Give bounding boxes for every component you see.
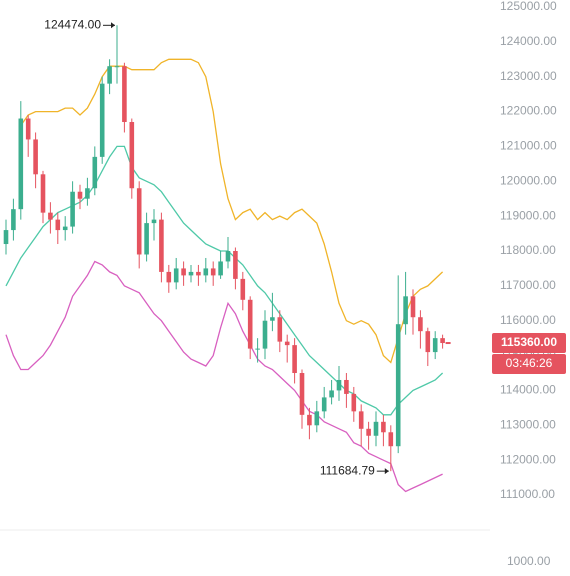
candle-body xyxy=(55,219,61,231)
band-line xyxy=(20,58,444,364)
countdown-tag xyxy=(492,354,566,375)
y-tick-label: 122000.00 xyxy=(500,104,557,118)
candle-body xyxy=(99,83,105,157)
candle-body xyxy=(107,66,112,84)
candle-body xyxy=(218,261,223,276)
candle-body xyxy=(48,212,53,220)
y-tick-label: 125000.00 xyxy=(500,0,557,13)
candle-body xyxy=(18,118,24,210)
y-tick-label: 114000.00 xyxy=(500,383,556,397)
y-tick-label: 123000.00 xyxy=(500,69,557,83)
candle-body xyxy=(85,188,90,199)
candle-body xyxy=(40,174,46,213)
candle-body xyxy=(233,250,238,279)
annotation-arrowhead xyxy=(384,468,389,475)
y-tick-label: 112000.00 xyxy=(500,452,556,466)
candle-body xyxy=(173,268,179,283)
y-tick-label: 113000.00 xyxy=(500,417,556,431)
candle-body xyxy=(314,411,320,426)
y-tick-label: 119000.00 xyxy=(500,208,556,222)
price-tag xyxy=(492,333,566,354)
candle-body xyxy=(144,223,149,255)
candle-body xyxy=(25,118,31,140)
candle-body xyxy=(418,317,423,332)
countdown-label: 03:46:26 xyxy=(506,356,553,370)
candle-body xyxy=(425,331,431,353)
volume-tick-label: 1000.00 xyxy=(507,554,551,568)
candle-body xyxy=(381,421,386,433)
candle-body xyxy=(440,338,445,344)
candle-body xyxy=(210,268,216,276)
candle-body xyxy=(410,296,416,318)
candle-body xyxy=(373,421,379,436)
candle-body xyxy=(329,390,334,398)
y-tick-label: 121000.00 xyxy=(500,139,557,153)
y-tick-label: 111000.00 xyxy=(500,487,555,501)
candle-body xyxy=(240,278,246,300)
candle-body xyxy=(114,66,120,68)
candle-body xyxy=(247,299,253,349)
candle-body xyxy=(188,271,194,276)
candle-body xyxy=(70,191,75,227)
candle-body xyxy=(336,379,342,391)
candle-body xyxy=(358,411,364,429)
candle-body xyxy=(122,66,127,123)
candle-body xyxy=(166,271,172,283)
candle-body xyxy=(321,397,327,412)
candle-body xyxy=(292,345,297,374)
candle-body xyxy=(388,432,394,447)
candle-body xyxy=(299,373,305,415)
candle-body xyxy=(344,379,349,394)
candle-body xyxy=(129,122,135,189)
candle-body xyxy=(33,139,38,175)
annotation-arrowhead xyxy=(111,22,115,29)
candle-body xyxy=(203,268,209,276)
candle-body xyxy=(62,226,68,231)
band-line xyxy=(5,260,443,493)
candle-body xyxy=(159,219,164,272)
candle-body xyxy=(403,296,408,325)
candle-body xyxy=(277,317,283,342)
candle-body xyxy=(395,324,401,447)
candle-body xyxy=(92,156,98,189)
candle-body xyxy=(196,271,201,276)
y-tick-label: 118000.00 xyxy=(500,243,556,257)
candle-body xyxy=(366,428,371,436)
candle-body xyxy=(270,317,275,321)
y-tick-label: 124000.00 xyxy=(500,34,557,48)
candle-body xyxy=(255,348,260,350)
band-line xyxy=(5,145,444,416)
candle-body xyxy=(262,320,268,349)
candle-body xyxy=(77,191,83,199)
candle-body xyxy=(3,230,9,245)
candle-body xyxy=(432,338,438,353)
y-tick-label: 120000.00 xyxy=(500,173,557,187)
candle-body xyxy=(351,393,357,412)
y-tick-label: 117000.00 xyxy=(500,278,556,292)
low-label: 111684.79 xyxy=(320,463,375,477)
candle-body xyxy=(284,341,290,346)
price-tag-label: 115360.00 xyxy=(501,335,557,349)
candle-body xyxy=(225,250,231,262)
high-label: 124474.00 xyxy=(44,17,101,31)
candle-body xyxy=(11,209,16,231)
candle-body xyxy=(307,414,312,426)
candle-body xyxy=(181,268,186,276)
y-tick-label: 116000.00 xyxy=(500,313,556,327)
candle-body xyxy=(136,188,142,255)
candle-body xyxy=(151,219,157,224)
